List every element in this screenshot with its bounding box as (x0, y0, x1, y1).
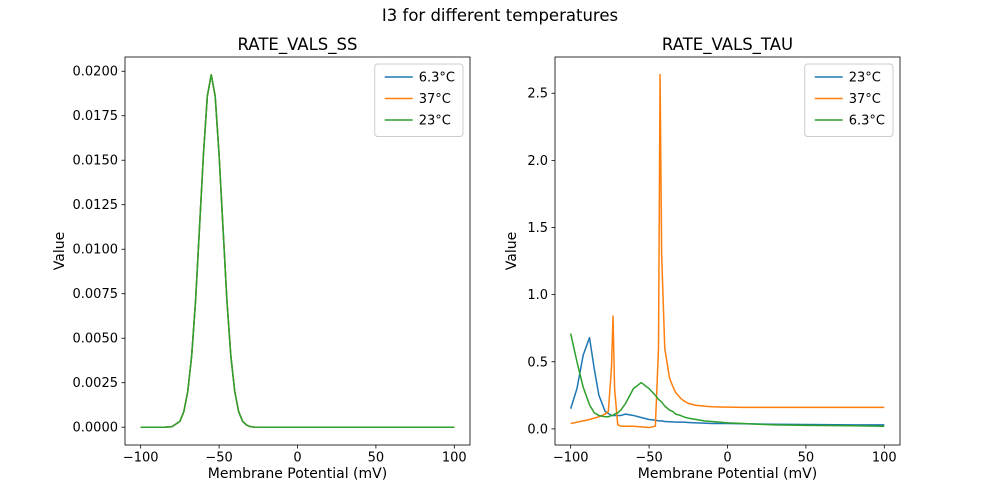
legend-box (374, 63, 464, 137)
legend: 6.3°C 37°C 23°C (374, 63, 464, 137)
legend-label: 23°C (849, 71, 881, 86)
x-tick-label: 100 (872, 451, 897, 466)
subplot-tau-xlabel: Membrane Potential (mV) (637, 466, 818, 482)
y-tick-label: 0.0125 (73, 198, 119, 213)
x-tick-label: −50 (635, 451, 662, 466)
subplot-rate_vals_tau: −100 −50 0 50 100 0.0 0.5 1.0 1.5 2.0 2.5 23°C 37°C 6… (527, 56, 901, 466)
line-series-6.3°C (569, 333, 885, 427)
axes-frame (554, 56, 901, 446)
legend-label: 23°C (419, 114, 451, 129)
subplot-ss-xlabel: Membrane Potential (mV) (207, 466, 388, 482)
x-tick-label: 50 (798, 451, 815, 466)
y-tick-label: 0.0050 (73, 332, 119, 347)
subplot-ss-ylabel: Value (52, 231, 68, 271)
x-tick-label: 100 (442, 451, 467, 466)
y-tick-label: 0.0025 (73, 376, 119, 391)
legend-label: 37°C (849, 92, 881, 107)
legend-box (804, 63, 894, 137)
y-tick-label: 2.5 (527, 87, 548, 102)
y-tick-label: 0.0100 (73, 243, 119, 258)
legend-label: 6.3°C (849, 114, 885, 129)
legend-label: 37°C (419, 92, 451, 107)
x-tick-label: 0 (723, 451, 731, 466)
x-tick-label: −50 (205, 451, 232, 466)
x-tick-label: 50 (368, 451, 385, 466)
y-tick-label: 0.0000 (73, 421, 119, 436)
legend: 23°C 37°C 6.3°C (804, 63, 894, 137)
subplot-tau-ylabel: Value (504, 231, 520, 271)
y-tick-label: 0.5 (527, 355, 548, 370)
x-tick-label: −100 (553, 451, 589, 466)
subplot-tau-title: RATE_VALS_TAU (661, 35, 794, 54)
subplot-rate_vals_ss: −100 −50 0 50 100 0.0000 0.0025 0.0050 0.0075 0.0… (73, 56, 471, 466)
y-tick-label: 0.0200 (73, 65, 119, 80)
y-tick-label: 0.0075 (73, 287, 119, 302)
line-series-37°C (570, 73, 885, 429)
legend-label: 6.3°C (419, 71, 455, 86)
subplot-ss-title: RATE_VALS_SS (237, 35, 358, 54)
x-tick-label: −100 (123, 451, 159, 466)
line-series-23°C (569, 336, 885, 426)
y-tick-label: 2.0 (527, 154, 548, 169)
y-tick-label: 0.0150 (73, 154, 119, 169)
line-series-23°C (140, 74, 455, 428)
y-tick-label: 0.0175 (73, 109, 119, 124)
y-tick-label: 1.5 (527, 221, 548, 236)
y-tick-label: 0.0 (527, 422, 548, 437)
figure-title: I3 for different temperatures (381, 6, 619, 25)
x-tick-label: 0 (293, 451, 301, 466)
y-tick-label: 1.0 (527, 288, 548, 303)
axes-frame (124, 56, 471, 446)
